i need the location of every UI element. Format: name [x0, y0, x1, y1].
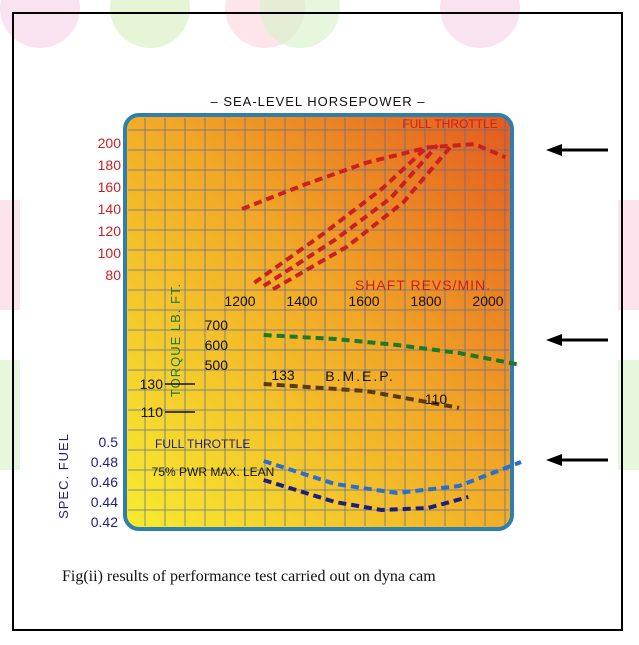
- hp-tick-label: 80: [105, 267, 121, 283]
- x-tick-label: 1800: [410, 293, 441, 309]
- fuel-axis-label: SPEC. FUEL: [56, 433, 71, 519]
- series-line-torque-0: [263, 333, 522, 367]
- x-tick-label: 1400: [286, 293, 317, 309]
- bmep-start-label: 133: [271, 367, 295, 383]
- chart-marks: [241, 142, 522, 512]
- series-line-horsepower-0: [241, 142, 507, 211]
- hp-tick-label: 120: [98, 223, 122, 239]
- chart-title: – SEA-LEVEL HORSEPOWER –: [211, 94, 426, 109]
- fuel-tick-label: 0.46: [91, 474, 118, 490]
- x-tick-label: 2000: [472, 293, 503, 309]
- hp-tick-label: 140: [98, 201, 122, 217]
- torque-axis-label: TORQUE LB. FT.: [168, 283, 183, 397]
- x-tick-label: 1200: [224, 293, 255, 309]
- chart-panel: [123, 113, 514, 531]
- chart-arrows: [546, 144, 608, 466]
- series-line-fuel-1: [263, 478, 469, 512]
- bmep-label: B.M.E.P.: [325, 368, 394, 384]
- hp-full-throttle-label: FULL THROTTLE: [402, 117, 497, 131]
- bmep-tick-label: 110: [141, 404, 164, 420]
- chart-labels: – SEA-LEVEL HORSEPOWER – 80 100 120 140 160 18…: [56, 94, 504, 530]
- fuel-full-throttle-label: FULL THROTTLE: [155, 437, 250, 451]
- arrow-head-2: [546, 454, 562, 466]
- fuel-tick-label: 0.42: [91, 514, 118, 530]
- series-line-horsepower-1: [253, 144, 430, 285]
- fuel-tick-label: 0.44: [91, 494, 118, 510]
- torque-tick-label: 700: [205, 317, 229, 333]
- bmep-tick-label: 130: [140, 376, 164, 392]
- hp-tick-label: 100: [98, 245, 122, 261]
- torque-tick-label: 500: [205, 357, 229, 373]
- fuel-tick-label: 0.48: [91, 454, 118, 470]
- hp-tick-label: 180: [98, 157, 122, 173]
- x-tick-label: 1600: [348, 293, 379, 309]
- arrow-head-1: [546, 334, 562, 346]
- x-axis-label: SHAFT REVS/MIN.: [355, 277, 491, 293]
- figure-caption: Fig(ii) results of performance test carr…: [62, 568, 436, 585]
- bmep-end-label: 110: [425, 391, 448, 407]
- fuel-lean-label: 75% PWR MAX. LEAN: [152, 465, 275, 479]
- fuel-tick-label: 0.5: [99, 434, 119, 450]
- arrow-head-0: [546, 144, 562, 156]
- hp-tick-label: 200: [98, 135, 122, 151]
- series-line-horsepower-3: [272, 142, 455, 292]
- series-line-horsepower-2: [262, 143, 439, 288]
- series-line-fuel-0: [263, 459, 522, 495]
- figure-frame: [12, 12, 623, 631]
- hp-tick-label: 160: [98, 179, 122, 195]
- torque-tick-label: 600: [205, 337, 229, 353]
